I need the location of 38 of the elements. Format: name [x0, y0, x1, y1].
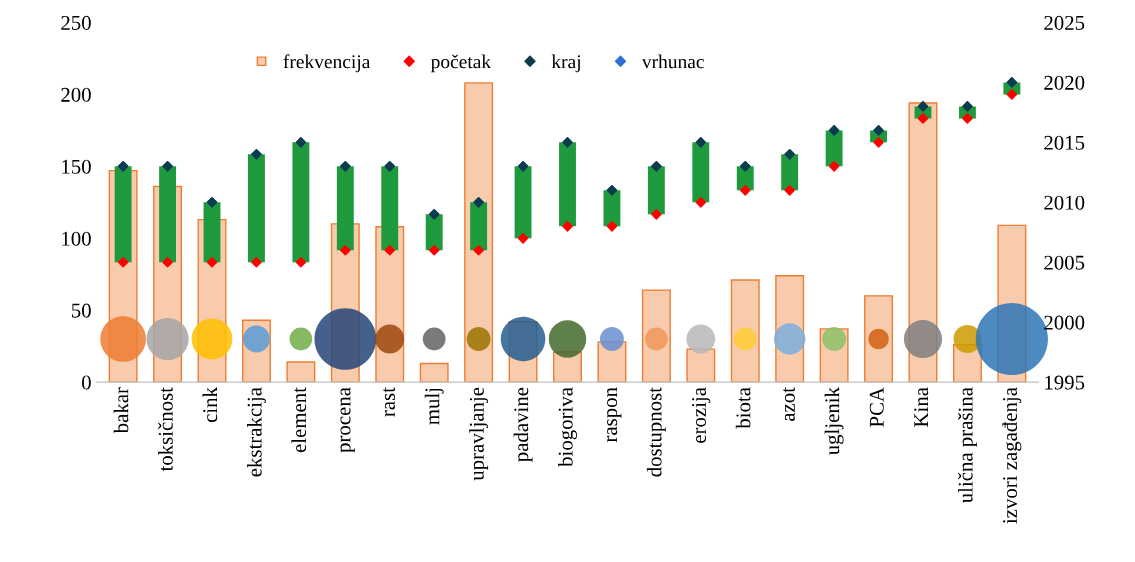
- y-tick-label: 100: [62, 231, 91, 246]
- legend-label: vrhunac: [641, 54, 704, 69]
- y2-tick-label: 1995: [1045, 375, 1085, 390]
- x-tick-label: ekstrakcija: [247, 387, 266, 477]
- y2-tick-label: 2015: [1044, 135, 1085, 150]
- x-tick-label: ugljenik: [824, 387, 844, 456]
- x-tick-label: upravljanje: [469, 387, 489, 481]
- y-tick-label: 50: [71, 303, 91, 318]
- x-tick-label: azot: [782, 387, 795, 421]
- y2-tick-label: 2025: [1044, 15, 1085, 30]
- x-tick-label: PCA: [869, 387, 884, 427]
- x-tick-label: erozija: [692, 387, 711, 443]
- x-tick-label: padavine: [513, 387, 533, 462]
- x-tick-label: cink: [202, 387, 218, 423]
- legend-label: početak: [430, 54, 492, 73]
- y2-tick-label: 2005: [1044, 255, 1085, 270]
- x-tick-label: mulj: [424, 388, 444, 425]
- x-tick-label: element: [291, 387, 307, 453]
- y-tick-label: 0: [81, 375, 91, 390]
- legend-label: kraj: [551, 54, 580, 73]
- x-tick-label: procena: [340, 387, 355, 453]
- x-tick-label: biota: [735, 387, 751, 429]
- y2-tick-label: 2000: [1044, 315, 1085, 330]
- y2-tick-label: 2010: [1044, 195, 1085, 210]
- x-tick-label: rast: [383, 387, 395, 417]
- x-tick-label: Kina: [914, 387, 929, 427]
- x-tick-label: bakar: [113, 387, 129, 434]
- x-tick-label: ulična prašina: [957, 387, 977, 504]
- x-tick-label: raspon: [607, 387, 622, 443]
- y2-tick-label: 2020: [1044, 75, 1085, 90]
- x-tick-label: izvori zagađenja: [1002, 387, 1022, 524]
- y-tick-label: 150: [62, 159, 91, 174]
- x-tick-label: biogoriva: [558, 387, 577, 467]
- legend-label: frekvencija: [283, 54, 371, 73]
- x-tick-label: dostupnost: [646, 387, 666, 477]
- y-tick-label: 200: [61, 87, 91, 102]
- y-tick-label: 250: [61, 15, 91, 30]
- x-tick-label: toksičnost: [158, 387, 173, 472]
